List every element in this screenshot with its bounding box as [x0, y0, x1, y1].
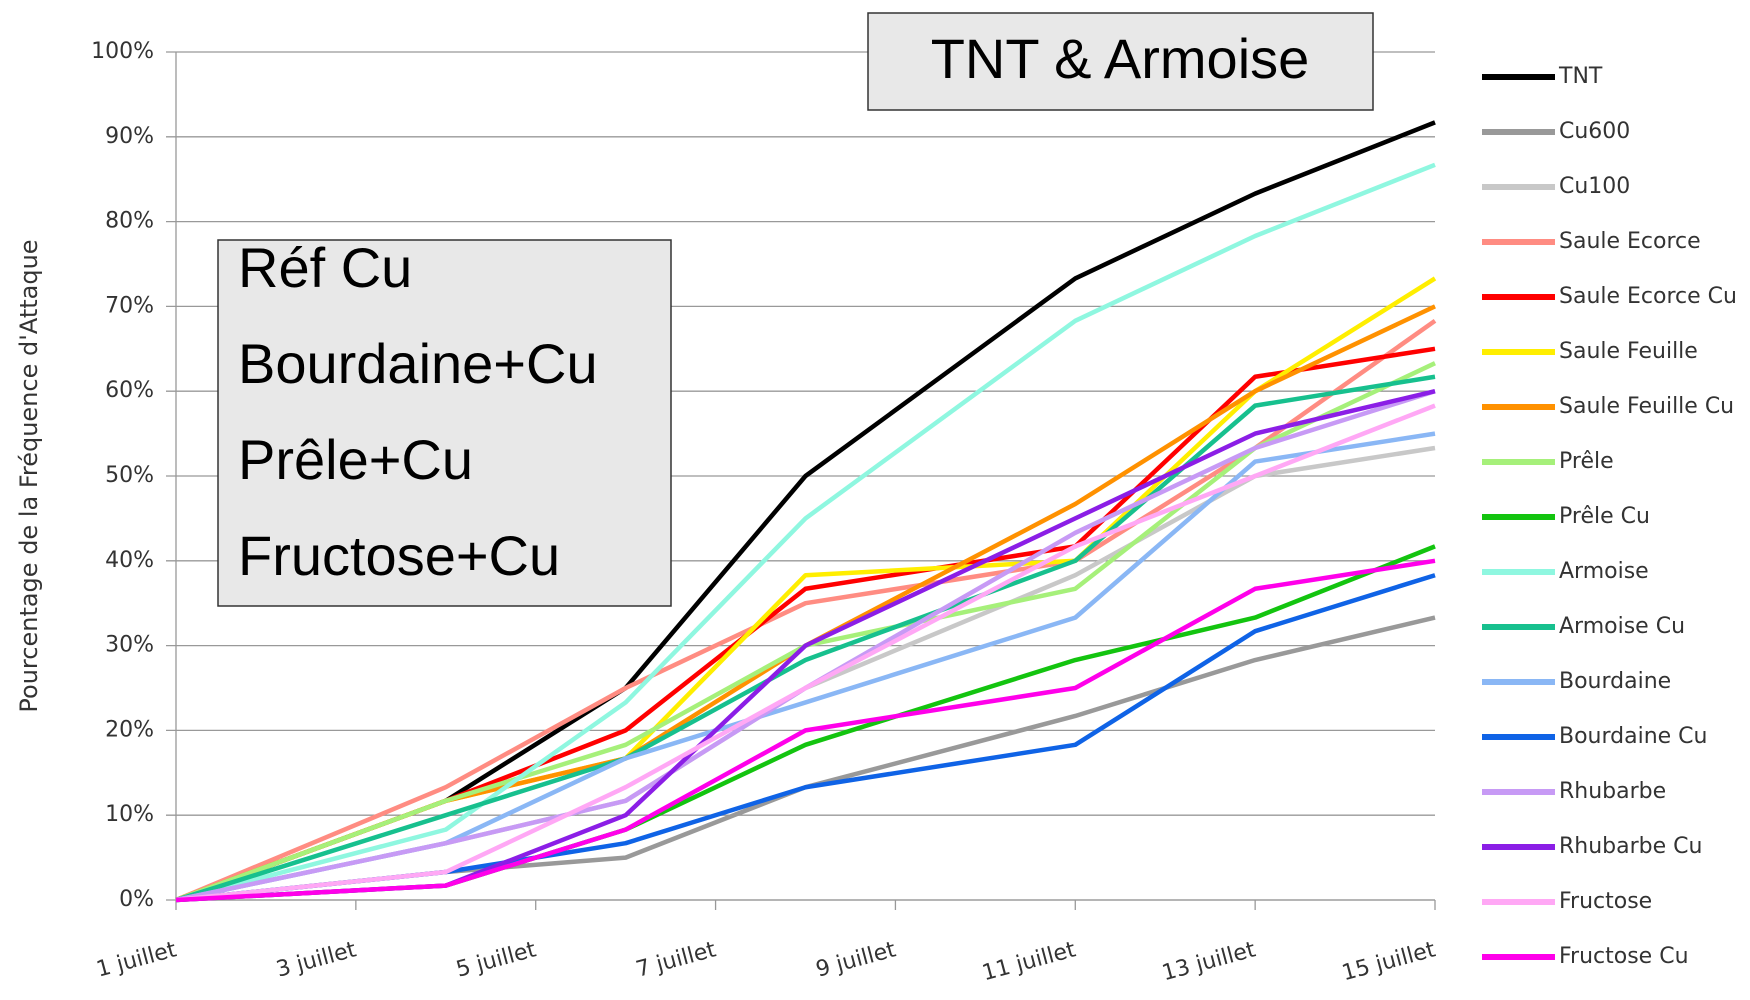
legend-label: Rhubarbe [1559, 779, 1666, 804]
y-tick-label: 70% [105, 293, 154, 318]
y-tick-label: 90% [105, 124, 154, 149]
y-tick-label: 10% [105, 802, 154, 827]
annotation: Bourdaine+Cu [238, 332, 598, 395]
annotation: Réf Cu [238, 236, 412, 299]
y-tick-label: 60% [105, 378, 154, 403]
annotation-box [867, 12, 1374, 111]
legend-label: Saule Feuille [1559, 339, 1698, 364]
legend-label: TNT [1558, 64, 1603, 89]
legend-label: Cu100 [1559, 174, 1630, 199]
annotation: TNT & Armoise [931, 27, 1310, 90]
x-tick-label: 11 juillet [980, 937, 1079, 986]
legend-label: Saule Ecorce [1559, 229, 1701, 254]
legend-label: Bourdaine [1559, 669, 1671, 694]
x-tick-label: 7 juillet [633, 937, 719, 982]
x-tick-label: 15 juillet [1339, 937, 1438, 986]
y-tick-label: 50% [105, 463, 154, 488]
legend-label: Armoise Cu [1559, 614, 1685, 639]
series-line [175, 374, 1436, 903]
legend-label: Bourdaine Cu [1559, 724, 1708, 749]
y-axis-label: Pourcentage de la Fréquence d'Attaque [15, 239, 43, 712]
annotation: Fructose+Cu [238, 524, 560, 587]
legend-label: Armoise [1559, 559, 1649, 584]
x-tick-label: 5 juillet [454, 937, 540, 982]
legend-label: Rhubarbe Cu [1559, 834, 1702, 859]
legend-label: Fructose Cu [1559, 944, 1689, 969]
x-tick-label: 13 juillet [1159, 937, 1258, 986]
legend-label: Cu600 [1559, 119, 1630, 144]
legend-label: Saule Ecorce Cu [1559, 284, 1737, 309]
legend-label: Fructose [1559, 889, 1652, 914]
y-tick-label: 100% [91, 39, 154, 64]
y-tick-label: 80% [105, 209, 154, 234]
legend-label: Saule Feuille Cu [1559, 394, 1734, 419]
legend-label: Prêle Cu [1559, 504, 1650, 529]
y-tick-label: 20% [105, 717, 154, 742]
y-tick-label: 40% [105, 548, 154, 573]
annotation-box [217, 239, 672, 607]
series-line [175, 403, 1436, 903]
series-line [175, 162, 1436, 903]
y-tick-label: 30% [105, 633, 154, 658]
series-line [175, 558, 1436, 903]
x-tick-label: 3 juillet [274, 937, 360, 982]
x-tick-label: 9 juillet [813, 937, 899, 982]
x-tick-label: 1 juillet [94, 937, 180, 982]
legend-label: Prêle [1559, 449, 1614, 474]
annotation: Prêle+Cu [238, 428, 473, 491]
y-tick-label: 0% [119, 887, 154, 912]
